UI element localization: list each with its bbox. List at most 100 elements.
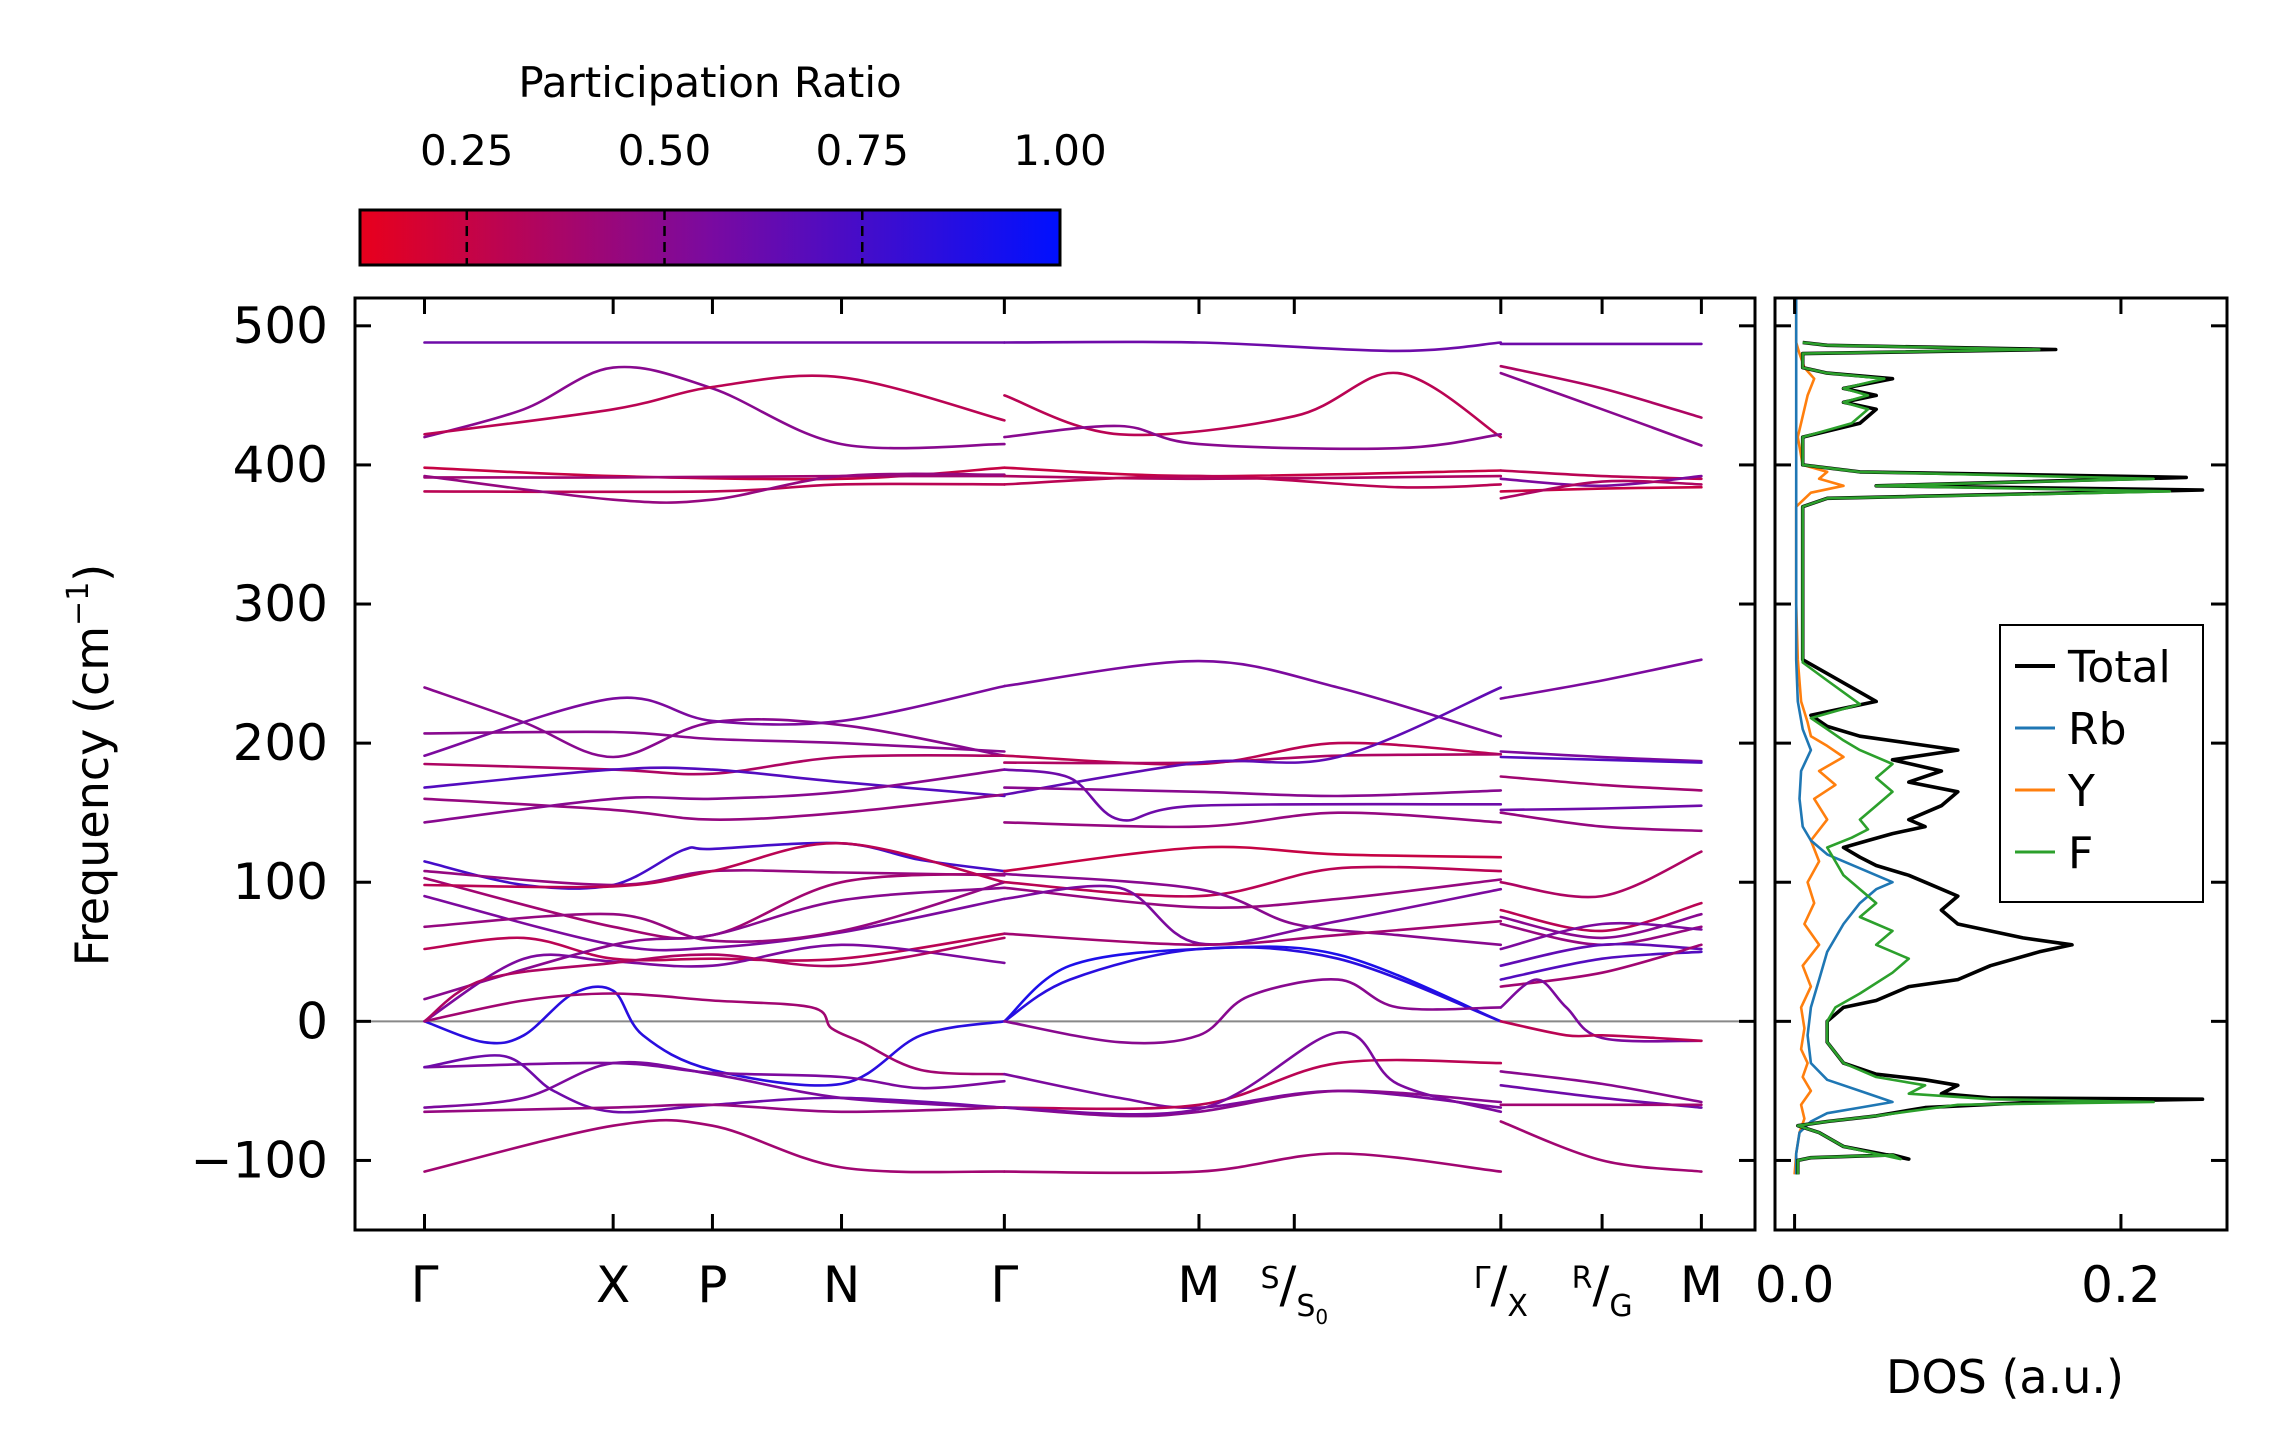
phonon-band <box>423 936 1006 1023</box>
phonon-bands <box>423 340 1703 1175</box>
phonon-band <box>1003 878 1503 909</box>
x-tick-label: P <box>697 1256 727 1314</box>
phonon-band <box>423 886 1006 1001</box>
colorbar-ticks <box>465 210 864 265</box>
phonon-band <box>423 474 1006 479</box>
x-tick-label-sep: / <box>1279 1256 1296 1314</box>
x-tick-label-subsub: 0 <box>1315 1305 1328 1329</box>
dos-panel: 0.0 0.2 DOS (a.u.) Total Rb YF <box>1755 296 2229 1404</box>
phonon-band <box>1499 1070 1703 1104</box>
phonon-band <box>1499 811 1703 833</box>
dos-x-tick-label: 0.0 <box>1755 1256 1835 1314</box>
phonon-band <box>1499 469 1703 481</box>
x-tick-label: R/G <box>1572 1256 1633 1324</box>
phonon-band <box>1003 945 1503 1023</box>
phonon-band <box>1003 340 1503 353</box>
phonon-band <box>423 472 1006 504</box>
dos-x-axis-label: DOS (a.u.) <box>1886 1350 2124 1404</box>
x-tick-label-sup: R <box>1572 1261 1593 1296</box>
dispersion-frame <box>353 296 1757 1232</box>
colorbar-frame <box>358 208 1062 267</box>
phonon-band <box>1003 659 1503 738</box>
x-tick-label-sub: G <box>1609 1289 1632 1324</box>
legend-box <box>1999 624 2204 903</box>
colorbar-title: Participation Ratio <box>518 58 901 107</box>
phonon-band <box>1499 479 1703 500</box>
legend-label-y: Y <box>2067 766 2095 817</box>
colorbar-tick-label: 1.00 <box>1013 126 1107 175</box>
phonon-band <box>1499 912 1703 940</box>
y-tick-label: 100 <box>233 853 328 911</box>
phonon-band <box>1499 804 1703 812</box>
dos-ticks <box>1775 298 2227 1230</box>
dos-series-rb <box>1794 298 1894 1175</box>
x-tick-label: M <box>1680 1256 1723 1314</box>
phonon-band <box>1003 474 1503 489</box>
x-tick-label: M <box>1177 1256 1220 1314</box>
x-tick-label: Γ <box>990 1256 1018 1314</box>
phonon-band <box>1499 371 1703 447</box>
phonon-band <box>423 1103 1006 1114</box>
phonon-band <box>1499 750 1703 763</box>
y-tick-label: 200 <box>233 714 328 772</box>
phonon-band <box>1003 741 1503 766</box>
phonon-band <box>1003 1152 1503 1175</box>
legend-label-total: Total <box>2067 642 2171 693</box>
phonon-band <box>423 992 1006 1076</box>
dos-x-tick-label: 0.2 <box>2081 1256 2161 1314</box>
y-tick-label: 400 <box>233 436 328 494</box>
phonon-band <box>1499 942 1703 967</box>
dos-curves <box>1793 298 2205 1175</box>
x-tick-label-sep: / <box>1490 1256 1507 1314</box>
phonon-band <box>1003 768 1503 822</box>
phonon-band <box>1499 755 1703 764</box>
phonon-band <box>1003 371 1503 439</box>
phonon-band <box>423 684 1006 757</box>
phonon-band <box>1003 753 1503 765</box>
colorbar-tick-label: 0.75 <box>816 126 910 175</box>
x-tick-label-sub: S <box>1296 1289 1315 1324</box>
colorbar-tick-label: 0.50 <box>618 126 712 175</box>
dos-frame <box>1773 296 2229 1232</box>
phonon-band <box>1003 1031 1503 1116</box>
phonon-band <box>1499 943 1703 988</box>
y-axis-label-main: Frequency (cm <box>65 626 119 966</box>
phonon-band <box>423 374 1006 436</box>
y-axis-label: Frequency (cm−1) <box>61 564 119 967</box>
phonon-band <box>423 985 1006 1087</box>
y-tick-label: 0 <box>296 992 328 1050</box>
legend-entries: Total Rb YF <box>2015 642 2171 879</box>
x-tick-label: X <box>596 1256 630 1314</box>
phonon-band <box>423 1060 1006 1109</box>
phonon-band <box>423 932 1006 962</box>
phonon-band <box>423 1061 1006 1090</box>
phonon-band <box>423 943 1006 1023</box>
phonon-band <box>1003 424 1503 451</box>
phonon-band <box>423 365 1006 450</box>
phonon-band <box>1499 921 1703 951</box>
phonon-band <box>1003 845 1503 873</box>
dispersion-ticks <box>355 298 1755 1230</box>
dos-x-tick-labels: 0.0 0.2 <box>1755 1256 2161 1314</box>
phonon-band <box>1499 1120 1703 1173</box>
phonon-band <box>423 768 1006 824</box>
x-tick-label: Γ/X <box>1474 1256 1528 1324</box>
y-axis-label-tail: ) <box>65 564 119 582</box>
phonon-band <box>1499 950 1703 981</box>
phonon-band <box>1003 865 1503 898</box>
phonon-band <box>423 894 1006 952</box>
phonon-band <box>423 766 1006 798</box>
phonon-band <box>1499 978 1703 1043</box>
phonon-band <box>423 730 1006 753</box>
phonon-band <box>1003 786 1503 798</box>
phonon-band <box>1003 872 1503 947</box>
legend-label-rb: Rb <box>2068 704 2127 755</box>
y-tick-label: 500 <box>233 297 328 355</box>
colorbar: Participation Ratio 0.25 0.50 0.75 1.00 <box>358 58 1107 267</box>
phonon-band <box>1499 775 1703 792</box>
phonon-band <box>423 841 1006 889</box>
colorbar-tick-label: 0.25 <box>420 126 514 175</box>
colorbar-gradient <box>360 210 1060 265</box>
